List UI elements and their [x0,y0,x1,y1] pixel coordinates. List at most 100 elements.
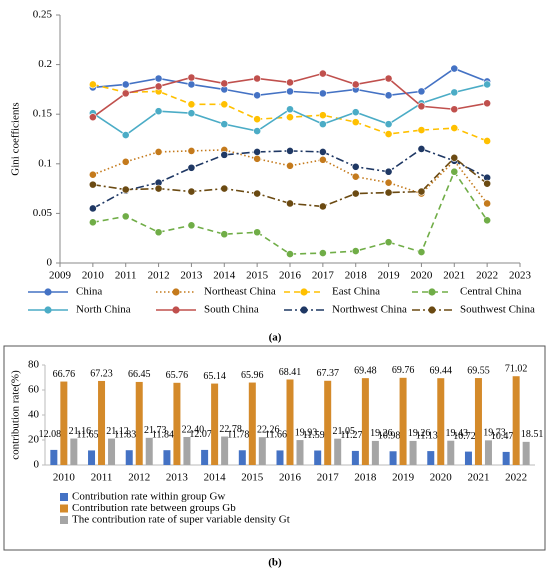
bar [427,451,435,465]
bar [512,376,520,465]
y-tick-label: 60 [28,384,40,396]
point [483,137,492,145]
bar [238,450,246,465]
bar [437,378,445,465]
point [253,154,262,163]
point [187,147,196,155]
point [121,185,130,194]
x-tick-label: 2022 [505,472,527,484]
point [253,127,262,135]
bar [163,450,171,465]
value-label: 18.51 [521,429,544,440]
y-axis-label: contribution rate(%) [10,370,22,460]
value-label: 11.78 [227,430,249,441]
point [286,147,294,155]
bar [145,437,153,465]
point [351,247,360,255]
point [286,250,294,258]
x-tick-label: 2014 [213,270,236,282]
legend-label: Southwest China [460,304,535,316]
value-label: 19.26 [370,428,393,439]
point [384,178,393,187]
point [318,69,327,78]
point [88,180,97,189]
value-label: 10.98 [378,431,401,442]
value-label: 69.44 [430,365,453,376]
bar [70,438,78,465]
point [187,73,196,82]
point [417,145,426,153]
point [253,189,262,198]
x-tick-label: 2012 [148,270,170,282]
value-label: 21.73 [144,425,167,436]
point [450,153,459,162]
point [318,249,327,257]
x-tick-label: 2011 [115,270,137,282]
legend-swatch [60,504,68,513]
bar [324,380,332,465]
value-label: 11.59 [303,430,325,441]
point [220,230,229,239]
point [351,189,360,198]
legend-label: South China [204,304,259,316]
point [286,199,294,208]
legend-marker [44,288,52,296]
bar [108,438,116,465]
point [253,228,262,237]
y-tick-label: 0.25 [33,9,53,21]
point [88,170,97,179]
legend-label: East China [332,286,380,298]
x-tick-label: 2016 [279,270,302,282]
value-label: 22.78 [219,424,242,435]
point [318,155,327,164]
bar [296,440,304,465]
bar [389,451,397,465]
bar [399,377,407,465]
value-label: 21.16 [69,426,92,437]
bar [211,383,219,465]
panel-frame [3,345,546,551]
value-label: 67.23 [90,368,113,379]
x-tick-label: 2023 [509,270,532,282]
bar [183,437,191,465]
point [417,126,426,134]
x-tick-label: 2020 [430,472,453,484]
x-tick-label: 2017 [317,472,340,484]
bar [173,382,181,465]
x-tick-label: 2020 [410,270,433,282]
point [450,64,459,73]
point [286,161,294,170]
point [220,150,229,159]
series-line [92,148,488,210]
point [187,221,196,230]
legend-label: Northwest China [332,304,407,316]
point [384,167,393,176]
legend-label: Northeast China [204,286,276,298]
series-line [92,149,488,204]
point [187,187,196,196]
point [187,109,196,118]
legend-marker [300,306,308,314]
x-tick-label: 2010 [53,472,76,484]
y-tick-label: 0.1 [38,157,52,169]
point [384,120,393,129]
point [88,80,97,89]
x-tick-label: 2021 [467,472,489,484]
bar [484,440,492,465]
y-tick-label: 20 [28,434,40,446]
point [417,187,426,196]
point [318,202,327,211]
x-tick-label: 2018 [345,270,368,282]
point [483,179,492,188]
point [187,100,196,109]
bar [135,381,143,465]
x-tick-label: 2017 [312,270,335,282]
legend-label: The contribution rate of super variable … [72,514,290,526]
point [417,87,426,96]
point [88,218,97,227]
value-label: 66.45 [128,369,151,380]
point [483,99,492,108]
point [417,102,426,111]
value-label: 68.41 [279,367,302,378]
x-tick-label: 2010 [82,270,105,282]
